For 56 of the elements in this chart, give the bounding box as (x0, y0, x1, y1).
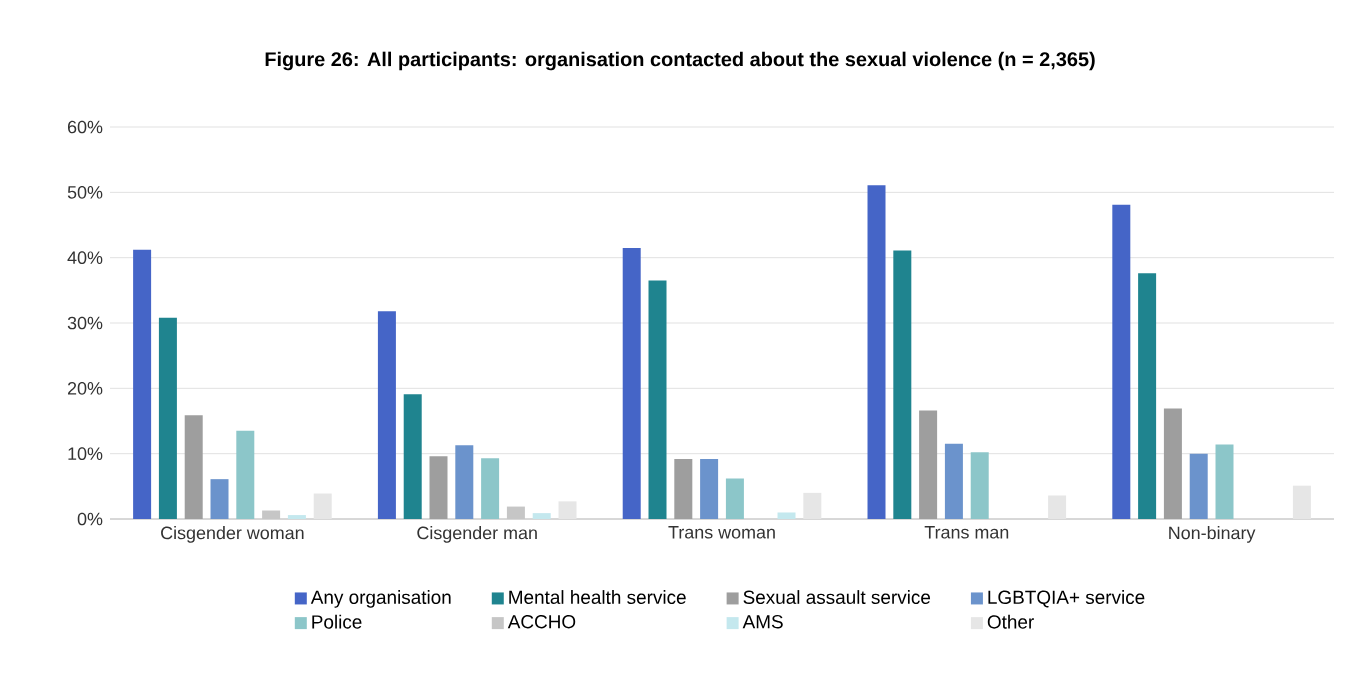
bar (403, 394, 422, 519)
bar (700, 458, 719, 519)
bar (648, 280, 667, 519)
bar (1138, 273, 1157, 519)
bar (558, 501, 577, 519)
legend-label: Police (312, 614, 362, 629)
legend-label: Any organisation (310, 590, 451, 608)
x-tick-label: Trans woman (668, 526, 775, 539)
bar (944, 443, 963, 519)
bar (893, 250, 912, 519)
bar (970, 452, 989, 519)
bar (919, 410, 938, 519)
chart-title: Figure 26: All participants: organisation contacted about the sexual violence (n = 2,365) (265, 51, 1095, 71)
bar (133, 249, 152, 519)
bar (867, 185, 886, 519)
bar (1163, 408, 1182, 519)
bar (803, 492, 822, 519)
y-tick-label: 50% (67, 185, 103, 199)
legend-label: ACCHO (507, 615, 576, 629)
bar (777, 512, 796, 519)
bar (674, 458, 693, 519)
bar (622, 247, 641, 519)
bar (455, 445, 474, 519)
legend-label: Sexual assault service (743, 590, 931, 604)
y-tick-label: 0% (77, 512, 103, 526)
legend-label: Mental health service (509, 590, 686, 604)
bar (1048, 495, 1067, 519)
legend-label: LGBTQIA+ service (988, 590, 1145, 608)
bar (1112, 204, 1131, 519)
bar (532, 513, 551, 519)
bar (429, 456, 448, 519)
bar (1215, 444, 1234, 519)
y-tick-label: 20% (67, 381, 103, 395)
bar (1189, 453, 1208, 519)
x-tick-label: Cisgender man (417, 526, 537, 543)
bar (236, 430, 255, 519)
y-tick-label: 60% (67, 120, 103, 134)
bar (262, 510, 281, 519)
y-tick-label: 30% (67, 316, 103, 330)
bar (158, 317, 177, 519)
legend-label: AMS (742, 615, 783, 629)
bar (481, 458, 500, 519)
bar (210, 479, 229, 519)
bar (725, 478, 744, 519)
bar (506, 506, 525, 519)
bar (1292, 485, 1311, 519)
bar (313, 493, 332, 519)
bar (287, 515, 306, 519)
bar (184, 415, 203, 519)
x-tick-label: Cisgender woman (161, 526, 304, 543)
x-tick-label: Trans man (924, 526, 1009, 539)
y-tick-label: 40% (67, 251, 103, 265)
y-tick-label: 10% (68, 447, 103, 461)
bar (377, 311, 396, 519)
x-tick-label: Non-binary (1169, 526, 1256, 543)
legend-label: Other (987, 614, 1034, 629)
